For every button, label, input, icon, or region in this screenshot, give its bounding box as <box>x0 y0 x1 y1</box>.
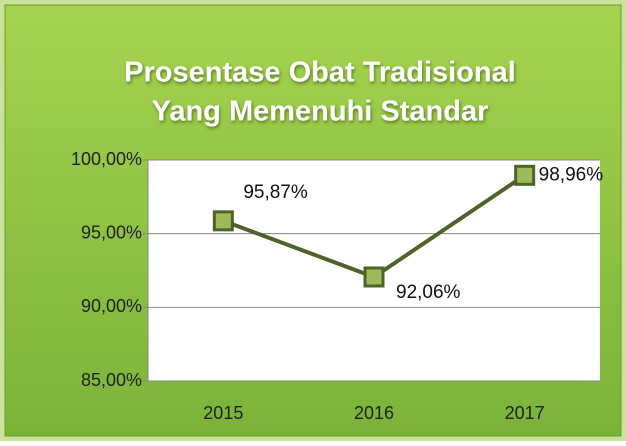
chart-title: Yang Memenuhi Standar <box>152 96 489 128</box>
x-tick-label: 2017 <box>505 403 545 423</box>
x-tick-label: 2015 <box>203 403 243 423</box>
y-tick-label: 90,00% <box>81 296 142 316</box>
chart-title: Prosentase Obat Tradisional <box>124 57 516 89</box>
y-tick-label: 100,00% <box>71 149 142 169</box>
marker <box>212 210 234 232</box>
data-label: 95,87% <box>243 182 308 203</box>
marker <box>363 266 385 288</box>
y-tick-label: 85,00% <box>81 370 142 390</box>
marker <box>514 164 536 186</box>
x-tick-label: 2016 <box>354 403 394 423</box>
y-tick-label: 95,00% <box>81 222 142 242</box>
data-label: 98,96% <box>539 164 604 185</box>
data-label: 92,06% <box>396 282 461 303</box>
